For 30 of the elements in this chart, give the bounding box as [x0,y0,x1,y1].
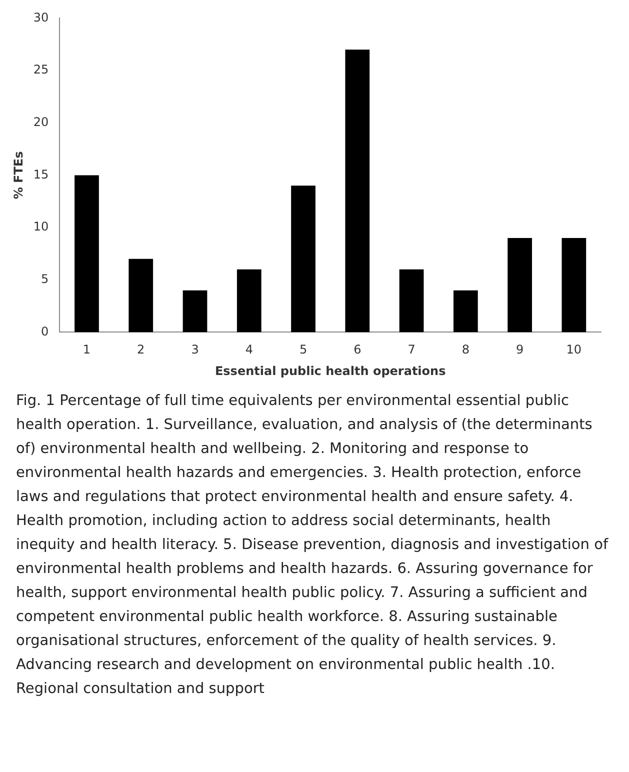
x-axis-title: Essential public health operations [214,364,446,378]
x-tick-label: 9 [516,342,524,357]
bar [128,258,154,332]
bar [453,290,478,332]
y-tick-label: 10 [33,220,49,234]
bar [508,238,532,332]
y-tick-label: 25 [33,62,49,77]
y-tick-label: 15 [33,167,49,182]
bar [182,290,208,332]
bar [291,186,316,332]
y-tick-label: 5 [41,272,49,286]
text: Fig. 1 Percentage of full time equivalents per environmental essential public health operation. 1. Surveillance, evaluation, and analysis of (the determinants of) environmental health and wellbeing. 2. Monitoring and response to environmental health hazards and emergencies. 3. Health protection, enforce laws and regulations that protect environmental health and ensure safety. 4. Health promotion, including action to address social determinants, health inequity and health literacy. 5. Disease prevention, diagnosis and investigation of environmental health problems and health hazards. 6. Assuring governance for health, support environmental health public policy. 7. Assuring a sufficient and competent environmental public health workforce. 8. Assuring sustainable organisational structures, enforcement of the quality of health services. 9. Advancing research and development on environmental public health .10. Regional consultation and support [16,393,608,697]
y-tick-label: 30 [33,10,49,24]
x-tick-label: 7 [408,342,416,357]
bar [562,238,586,332]
x-tick-label: 2 [137,342,145,357]
y-tick-label: 0 [41,324,49,338]
x-tick-label: 5 [299,342,308,357]
bar [74,175,99,332]
y-tick-label: 20 [33,114,49,129]
x-tick-label: 1 [82,342,91,357]
x-tick-label: 10 [566,342,582,357]
y-axis-title: % FTEs [11,151,26,200]
x-tick-label: 8 [462,342,470,357]
bar [345,50,370,332]
bar [399,269,424,332]
bar [236,269,262,332]
x-tick-label: 4 [245,342,253,357]
x-tick-label: 3 [191,342,199,357]
x-tick-label: 6 [354,342,362,357]
